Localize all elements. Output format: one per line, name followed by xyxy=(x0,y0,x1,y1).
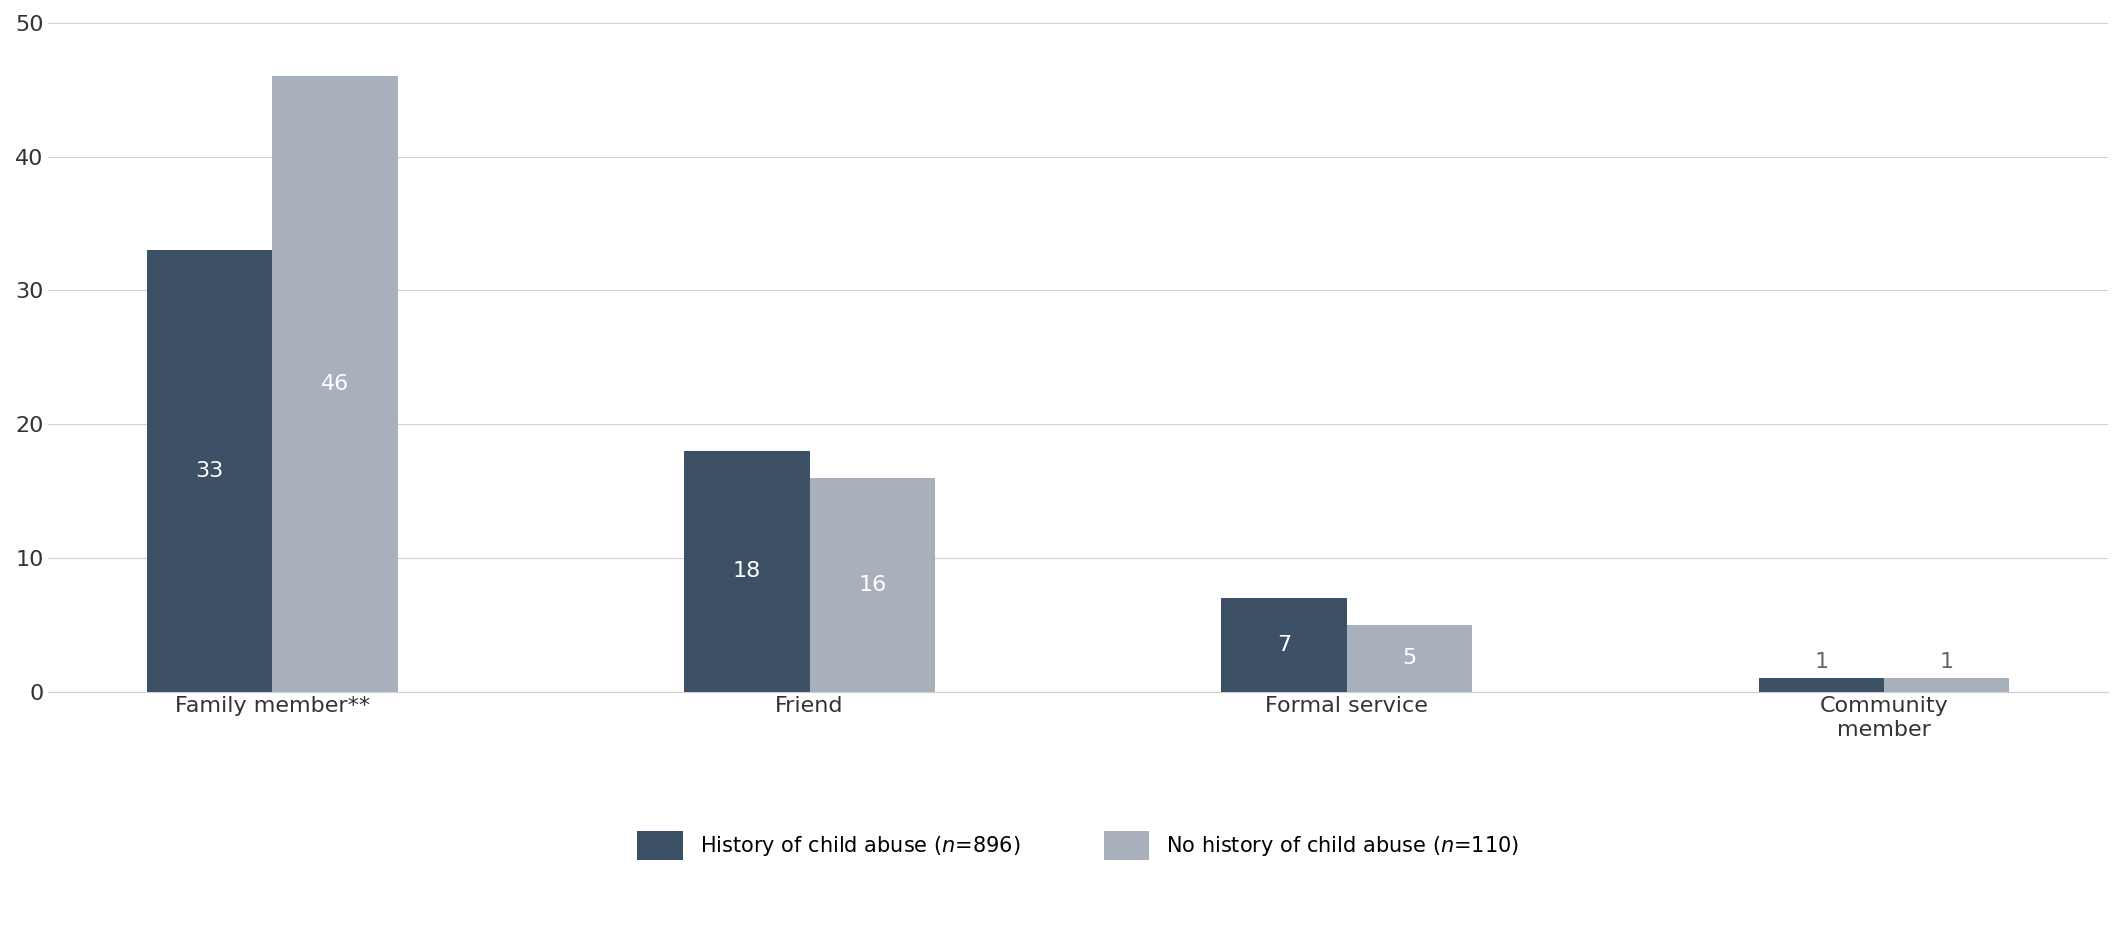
Bar xyxy=(1758,678,1883,692)
Bar xyxy=(272,77,397,692)
Bar xyxy=(146,250,272,692)
Text: 33: 33 xyxy=(195,461,223,481)
Bar xyxy=(809,478,934,692)
Text: 18: 18 xyxy=(732,561,760,581)
Bar xyxy=(1346,625,1471,692)
Text: 46: 46 xyxy=(321,374,348,394)
Bar xyxy=(684,451,809,692)
Text: 1: 1 xyxy=(1815,651,1828,671)
Text: 16: 16 xyxy=(858,574,885,594)
Bar xyxy=(1221,598,1346,692)
Text: 1: 1 xyxy=(1940,651,1953,671)
Text: 5: 5 xyxy=(1403,648,1416,668)
Legend: History of child abuse ($\it{n}$=896), No history of child abuse ($\it{n}$=110): History of child abuse ($\it{n}$=896), N… xyxy=(628,822,1529,868)
Bar xyxy=(1883,678,2010,692)
Text: 7: 7 xyxy=(1278,635,1291,655)
